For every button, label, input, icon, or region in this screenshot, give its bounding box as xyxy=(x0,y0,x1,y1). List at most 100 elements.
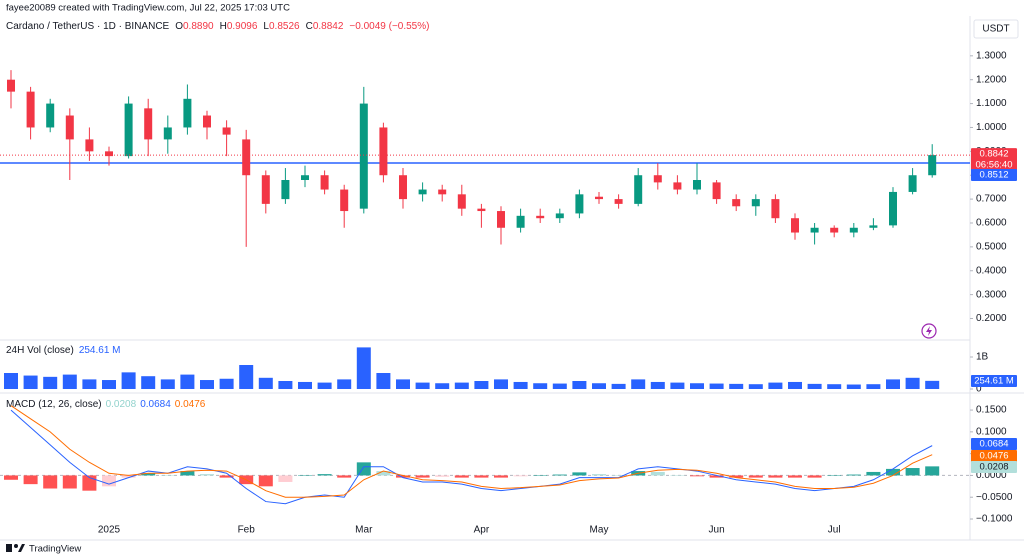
candle-body xyxy=(712,182,721,200)
volume-value: 254.61 M xyxy=(79,345,121,356)
x-tick-label: Feb xyxy=(238,525,256,536)
histogram-bar xyxy=(376,471,391,476)
currency-box[interactable] xyxy=(973,19,1019,39)
candle-body xyxy=(340,189,349,212)
ohlc-value: 0.8526 xyxy=(269,21,300,32)
volume-bar xyxy=(23,375,38,389)
x-tick-label: 2025 xyxy=(98,525,121,536)
ohlc-key: C xyxy=(306,21,313,32)
ohlc-key: H xyxy=(220,21,227,32)
histogram-bar xyxy=(866,471,881,476)
histogram-bar xyxy=(552,474,567,476)
volume-bar xyxy=(709,383,724,389)
volume-bar xyxy=(376,373,391,389)
alert-icon-bolt xyxy=(926,326,932,336)
candle-body xyxy=(261,175,270,204)
histogram-bar xyxy=(180,471,195,476)
macd-badge-bg xyxy=(971,438,1017,450)
histogram-bar xyxy=(415,475,430,478)
histogram-bar xyxy=(4,475,18,480)
footer-logo xyxy=(6,544,25,552)
logo-part xyxy=(14,544,18,548)
volume-bar xyxy=(454,382,469,389)
candle-body xyxy=(555,213,564,219)
histogram-bar xyxy=(160,475,175,476)
volume-badge: 254.61 M xyxy=(974,376,1014,387)
logo-part xyxy=(18,544,25,552)
y-tick-label: 0.1000 xyxy=(976,426,1007,437)
histogram-bar xyxy=(513,475,528,477)
ohlc-value: 0.8890 xyxy=(183,21,214,32)
volume-title: 24H Vol (close) xyxy=(6,345,74,356)
candle-body xyxy=(653,175,662,183)
macd-legend-value: 0.0684 xyxy=(140,399,171,410)
histogram-bar xyxy=(572,472,587,476)
candle-body xyxy=(7,79,15,92)
candle-body xyxy=(85,139,94,152)
ohlc-value: 0.8842 xyxy=(313,21,344,32)
volume-bar xyxy=(670,382,685,389)
y-tick-label: 0.7000 xyxy=(976,194,1007,205)
x-tick-label: Jul xyxy=(828,525,841,536)
volume-bar xyxy=(533,383,548,389)
histogram-bar xyxy=(317,474,332,476)
candle-body xyxy=(163,127,172,140)
volume-bar xyxy=(846,384,861,389)
volume-bar xyxy=(396,379,410,389)
volume-bar xyxy=(788,381,802,389)
histogram-bar xyxy=(592,474,606,476)
volume-bar xyxy=(925,380,940,389)
candle-body xyxy=(242,139,251,176)
volume-bar xyxy=(317,382,332,389)
histogram-bar xyxy=(827,475,842,476)
logo-part xyxy=(6,544,12,552)
candle-body xyxy=(791,218,799,233)
y-tick-label: 0.5000 xyxy=(976,242,1007,253)
last-price-badge: 0.8842 xyxy=(979,149,1008,160)
y-tick-label: 1.0000 xyxy=(976,122,1007,133)
candle-body xyxy=(810,227,819,233)
ohlc-key: O xyxy=(175,21,183,32)
hline-badge-bg xyxy=(971,168,1017,181)
candle-body xyxy=(673,182,682,190)
y-tick-label: 0.4000 xyxy=(976,265,1007,276)
histogram-bar xyxy=(121,475,136,478)
histogram-badge-bg xyxy=(971,461,1017,473)
volume-bar xyxy=(768,382,783,389)
histogram-bar xyxy=(396,475,410,478)
candle-body xyxy=(418,189,427,195)
volume-bar xyxy=(631,379,646,389)
y-tick-label: −0.0500 xyxy=(976,492,1013,503)
attribution: fayee20089 created with TradingView.com,… xyxy=(6,3,290,14)
histogram-bar xyxy=(768,475,783,478)
candle-body xyxy=(203,115,211,128)
currency-label: USDT xyxy=(982,24,1009,35)
candle-body xyxy=(771,199,780,219)
volume-bar xyxy=(729,383,744,389)
volume-bar xyxy=(62,374,77,389)
histogram-bar xyxy=(258,475,273,487)
volume-bar xyxy=(592,383,606,389)
volume-bar xyxy=(141,376,156,389)
macd-badge: 0.0684 xyxy=(979,439,1008,450)
volume-bar xyxy=(886,379,900,389)
candle-body xyxy=(438,189,447,195)
histogram-bar xyxy=(690,475,704,477)
macd-legend-value: 0.0208 xyxy=(106,399,137,410)
volume-bar xyxy=(415,382,430,389)
candle-body xyxy=(830,227,839,233)
volume-bar xyxy=(239,365,254,389)
candle-body xyxy=(124,103,133,157)
candle-body xyxy=(614,199,623,204)
volume-bar xyxy=(356,347,371,389)
candle-body xyxy=(183,98,192,128)
histogram-bar xyxy=(337,475,352,478)
candle-body xyxy=(732,199,741,207)
candle-body xyxy=(301,175,309,180)
signal-badge: 0.0476 xyxy=(979,451,1008,462)
y-tick-label: 0 xyxy=(976,384,982,395)
volume-bar xyxy=(474,381,489,389)
volume-bar xyxy=(650,381,665,389)
